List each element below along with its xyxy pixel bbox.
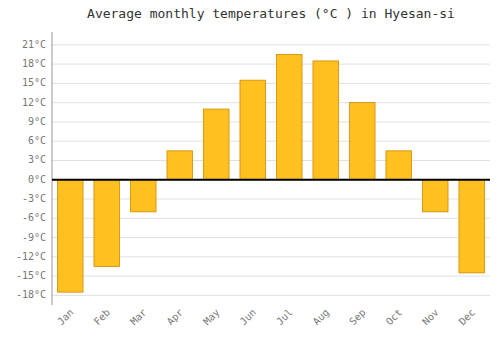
- bar: [459, 180, 485, 273]
- y-tick-label: 0°C: [28, 174, 46, 185]
- grid-line: [52, 121, 490, 122]
- title: Average monthly temperatures (°C ) in Hy…: [87, 6, 455, 21]
- y-tick-label: -9°C: [22, 232, 46, 243]
- y-tick-label: 21°C: [22, 39, 46, 50]
- grid-line: [52, 276, 490, 277]
- zero-line: [52, 179, 490, 181]
- y-grid: [52, 45, 490, 296]
- y-tick-label: 3°C: [28, 154, 46, 165]
- bar: [313, 61, 339, 180]
- bar: [386, 151, 412, 180]
- bar: [276, 54, 302, 179]
- y-axis-line: [52, 32, 53, 305]
- grid-line: [52, 141, 490, 142]
- grid-line: [52, 179, 490, 180]
- bar: [167, 151, 193, 180]
- x-tick-label: Dec: [457, 307, 478, 328]
- y-tick-label: -12°C: [16, 251, 46, 262]
- bar: [130, 180, 156, 212]
- chart-container: -18°C -15°C -12°C -9°C -6°C -3°C 0°C 3°C 6°C 9°C 1…: [0, 0, 500, 350]
- bar: [203, 109, 229, 180]
- bar: [94, 180, 120, 267]
- bar: [422, 180, 448, 212]
- grid-line: [52, 83, 490, 84]
- x-tick-label: Jul: [274, 307, 295, 328]
- x-tick-label: Nov: [420, 307, 441, 328]
- bar: [240, 80, 266, 180]
- x-tick-label: Sep: [347, 307, 368, 328]
- bars: [57, 54, 484, 292]
- bar: [57, 180, 83, 292]
- y-tick-label: -18°C: [16, 289, 46, 300]
- y-tick-label: -6°C: [22, 212, 46, 223]
- y-tick-label: 9°C: [28, 116, 46, 127]
- x-tick-label: May: [201, 307, 222, 328]
- chart: -18°C -15°C -12°C -9°C -6°C -3°C 0°C 3°C 6°C 9°C 1…: [0, 0, 500, 350]
- x-tick-label: Feb: [92, 307, 113, 328]
- grid-line: [52, 160, 490, 161]
- x-tick-label: Mar: [128, 307, 149, 328]
- x-tick-label: Oct: [384, 307, 405, 328]
- y-tick-label: 6°C: [28, 135, 46, 146]
- grid-line: [52, 102, 490, 103]
- x-tick-label: Jun: [238, 307, 259, 328]
- x-tick-label: Apr: [165, 307, 186, 328]
- x-tick-label: Aug: [311, 307, 332, 328]
- y-tick-label: 18°C: [22, 58, 46, 69]
- y-tick-label: -15°C: [16, 270, 46, 281]
- y-tick-label: 15°C: [22, 77, 46, 88]
- grid-line: [52, 44, 490, 45]
- bar: [349, 103, 375, 180]
- x-tick-label: Jan: [55, 307, 76, 328]
- grid-line: [52, 64, 490, 65]
- y-tick-label: -3°C: [22, 193, 46, 204]
- grid-line: [52, 295, 490, 296]
- y-tick-label: 12°C: [22, 97, 46, 108]
